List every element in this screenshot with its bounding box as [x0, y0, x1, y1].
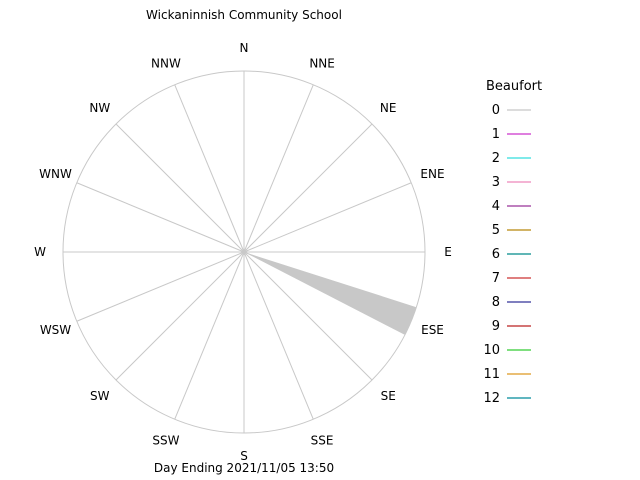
legend-item-6: 6 [492, 247, 531, 262]
spoke-nne [243, 84, 314, 253]
rose-spokes [63, 71, 425, 433]
spoke-sw [115, 251, 245, 381]
direction-label-s: S [240, 449, 248, 463]
direction-label-se: SE [381, 389, 396, 403]
legend-label: 0 [492, 103, 500, 118]
legend-item-12: 12 [483, 391, 531, 406]
direction-label-nw: NW [89, 101, 110, 115]
legend-label: 6 [492, 247, 500, 262]
direction-label-ese: ESE [421, 323, 444, 337]
spoke-wsw [76, 251, 245, 322]
spoke-wnw [76, 182, 245, 253]
legend-item-1: 1 [492, 127, 531, 142]
spoke-ne [243, 123, 373, 253]
legend-label: 8 [492, 295, 500, 310]
direction-label-nnw: NNW [151, 57, 181, 71]
chart-title: Wickaninnish Community School [146, 8, 342, 22]
legend-item-3: 3 [492, 175, 531, 190]
legend-item-2: 2 [492, 151, 531, 166]
legend-label: 9 [492, 319, 500, 334]
spoke-se [243, 251, 373, 381]
legend-label: 11 [483, 367, 500, 382]
legend-label: 4 [492, 199, 500, 214]
direction-label-ssw: SSW [152, 434, 179, 448]
spoke-nnw [174, 84, 245, 253]
direction-label-ene: ENE [420, 167, 444, 181]
legend-label: 3 [492, 175, 500, 190]
legend-label: 2 [492, 151, 500, 166]
direction-label-w: W [34, 245, 46, 259]
direction-label-nne: NNE [309, 57, 335, 71]
direction-label-e: E [444, 245, 452, 259]
direction-label-sw: SW [90, 389, 110, 403]
direction-labels: N NNE NE ENE E ESE SE SSE S SSW SW WSW W WNW NW NNW [34, 41, 452, 463]
legend-label: 12 [483, 391, 500, 406]
wedge-ese-beaufort-0 [244, 252, 417, 335]
legend-item-10: 10 [483, 343, 531, 358]
legend-item-0: 0 [492, 103, 531, 118]
legend-item-11: 11 [483, 367, 531, 382]
direction-label-n: N [240, 41, 249, 55]
legend-label: 1 [492, 127, 500, 142]
legend-item-8: 8 [492, 295, 531, 310]
spoke-nw [115, 123, 245, 253]
direction-label-wsw: WSW [40, 323, 71, 337]
direction-label-sse: SSE [311, 434, 334, 448]
legend-label: 5 [492, 223, 500, 238]
legend-title: Beaufort [486, 79, 542, 94]
legend-item-4: 4 [492, 199, 531, 214]
chart-footer: Day Ending 2021/11/05 13:50 [154, 461, 334, 475]
legend-item-5: 5 [492, 223, 531, 238]
legend-item-9: 9 [492, 319, 531, 334]
direction-label-wnw: WNW [39, 167, 72, 181]
spoke-sse [243, 251, 314, 420]
legend-label: 7 [492, 271, 500, 286]
rose-wedges [244, 252, 417, 335]
spoke-ssw [174, 251, 245, 420]
legend-label: 10 [483, 343, 500, 358]
legend-item-7: 7 [492, 271, 531, 286]
direction-label-ne: NE [380, 101, 397, 115]
spoke-ene [243, 182, 412, 253]
